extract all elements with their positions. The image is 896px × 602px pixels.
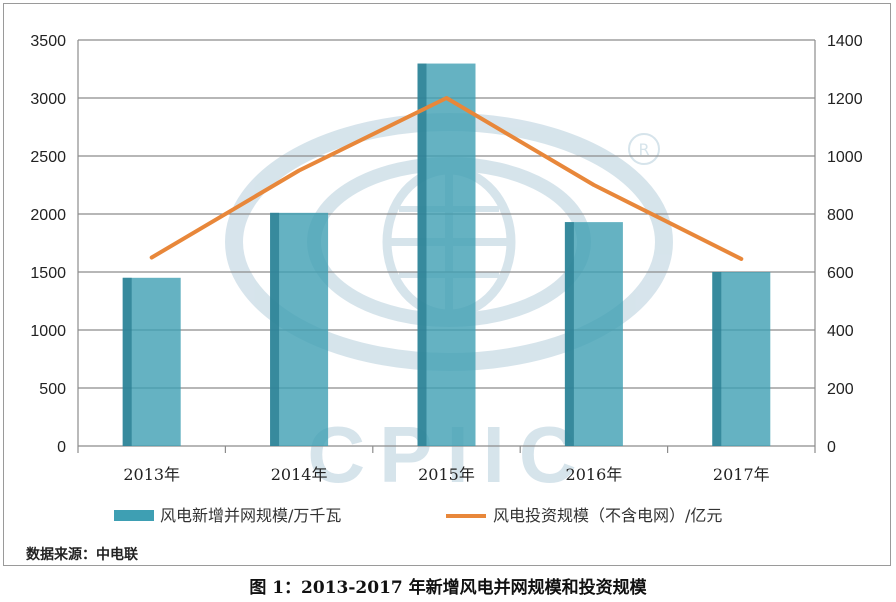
y-right-tick-label: 1400 xyxy=(827,33,863,50)
y-right-tick-label: 1000 xyxy=(827,149,863,166)
bar-series xyxy=(122,63,771,446)
x-tick-label: 2015年 xyxy=(418,465,475,484)
figure-caption: 图 1：2013-2017 年新增风电并网规模和投资规模 xyxy=(249,578,647,598)
y-left-tick-label: 3500 xyxy=(30,33,66,50)
chart-frame: R CPIIC 0 500 1000 1500 2000 2500 3000 3500 0 20… xyxy=(3,3,891,566)
y-axis-left: 0 500 1000 1500 2000 2500 3000 3500 xyxy=(30,33,79,456)
legend-line-label: 风电投资规模（不含电网）/亿元 xyxy=(493,506,722,525)
bar xyxy=(417,63,476,446)
x-tick-label: 2014年 xyxy=(271,465,328,484)
y-right-tick-label: 400 xyxy=(827,323,854,340)
bar-shade xyxy=(564,222,574,446)
x-axis: 2013年 2014年 2015年 2016年 2017年 xyxy=(77,446,816,484)
y-left-tick-label: 0 xyxy=(57,439,66,456)
data-source: 数据来源：中电联 xyxy=(26,547,138,563)
y-left-tick-label: 500 xyxy=(39,381,66,398)
y-axis-right: 0 200 400 600 800 1000 1200 1400 xyxy=(814,33,863,456)
bar-shade xyxy=(122,277,132,446)
x-tick-label: 2016年 xyxy=(566,465,623,484)
x-tick-label: 2013年 xyxy=(123,465,180,484)
y-left-tick-label: 1500 xyxy=(30,265,66,282)
svg-text:R: R xyxy=(638,140,649,159)
line-series xyxy=(149,96,744,261)
legend-bar-label: 风电新增并网规模/万千瓦 xyxy=(160,506,341,525)
legend-bar-swatch xyxy=(114,510,154,521)
y-left-tick-label: 1000 xyxy=(30,323,66,340)
y-left-tick-label: 2000 xyxy=(30,207,66,224)
bar xyxy=(122,277,181,446)
y-right-tick-label: 800 xyxy=(827,207,854,224)
legend: 风电新增并网规模/万千瓦 风电投资规模（不含电网）/亿元 xyxy=(114,506,722,525)
y-left-tick-label: 2500 xyxy=(30,149,66,166)
y-left-tick-label: 3000 xyxy=(30,91,66,108)
x-tick-label: 2017年 xyxy=(713,465,770,484)
y-right-tick-label: 600 xyxy=(827,265,854,282)
y-right-tick-label: 0 xyxy=(827,439,836,456)
y-right-tick-label: 1200 xyxy=(827,91,863,108)
bar xyxy=(270,212,329,446)
bar xyxy=(564,222,623,446)
bar xyxy=(712,272,771,446)
bar-shade xyxy=(417,63,427,446)
bar-shade xyxy=(712,272,722,446)
y-right-tick-label: 200 xyxy=(827,381,854,398)
bar-shade xyxy=(270,212,280,446)
